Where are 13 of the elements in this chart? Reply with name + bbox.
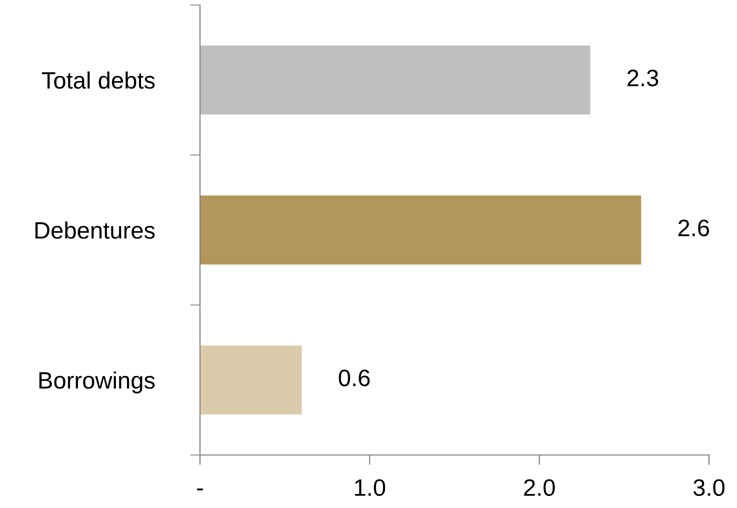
- bar: [200, 46, 590, 114]
- bar: [200, 346, 302, 414]
- data-label: 0.6: [338, 370, 370, 386]
- x-tick-label: 3.0: [693, 479, 724, 496]
- y-tick-label: Total debts: [42, 71, 155, 89]
- data-label: 2.3: [628, 70, 658, 86]
- x-tick-label: 2.0: [524, 479, 555, 496]
- y-tick-label: Debentures: [35, 221, 155, 239]
- data-label: 2.6: [678, 220, 710, 236]
- y-tick-label: Borrowings: [39, 371, 155, 394]
- bar: [200, 196, 642, 264]
- x-tick-label: -: [197, 488, 203, 490]
- x-tick-label: 1.0: [355, 479, 386, 496]
